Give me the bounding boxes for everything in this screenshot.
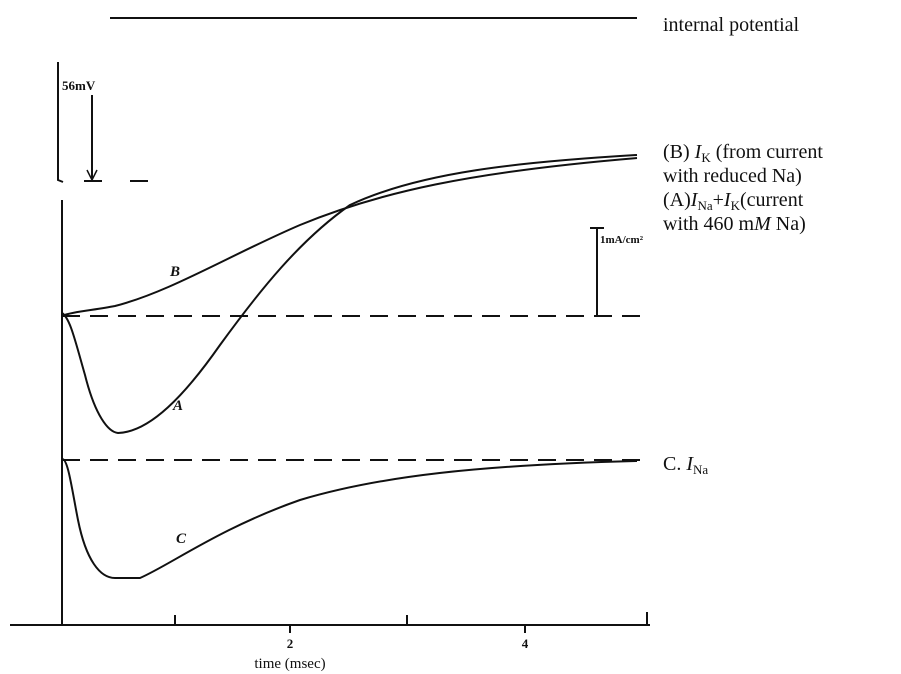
curve-label: C: [176, 531, 187, 547]
curve-b: [61, 157, 638, 317]
voltage-scale-label: 56mV: [62, 78, 96, 93]
legend-a-line2: with 460 mM Na): [663, 213, 806, 235]
legend-a: (A)INa+IK(current: [663, 189, 804, 213]
x-tick-label: 4: [522, 636, 529, 651]
current-scale-label: 1mA/cm²: [600, 234, 644, 246]
legend-b: (B) IK (from current: [663, 141, 823, 165]
voltage-step: [57, 62, 64, 183]
x-axis-label: time (msec): [254, 656, 325, 672]
curve-label: A: [172, 398, 183, 414]
potential-label: internal potential: [663, 14, 800, 36]
curve-c: [61, 458, 638, 579]
curve-label: B: [169, 264, 180, 280]
curve-a: [61, 154, 638, 435]
legend-b-line2: with reduced Na): [663, 165, 802, 187]
x-tick-label: 2: [287, 636, 294, 651]
legend-c: C. INa: [663, 453, 708, 477]
